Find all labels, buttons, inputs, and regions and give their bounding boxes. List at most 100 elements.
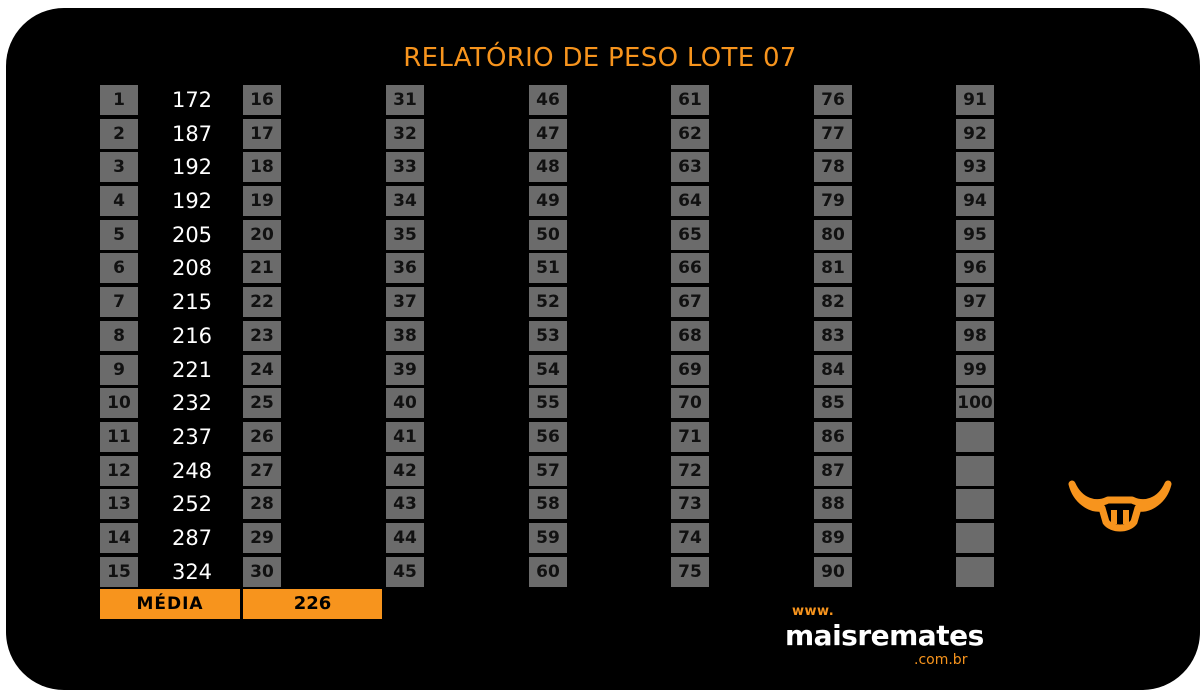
grid-row: 49 (529, 184, 649, 218)
grid-row: 59 (529, 521, 649, 555)
grid-row: 73 (671, 487, 791, 521)
grid-row: 22 (243, 285, 363, 319)
animal-number (956, 489, 994, 520)
grid-row: 47 (529, 117, 649, 151)
animal-number: 51 (529, 253, 567, 284)
animal-number: 37 (386, 287, 424, 318)
animal-number: 49 (529, 186, 567, 217)
animal-number: 100 (956, 388, 994, 419)
grid-row: 5 205 (100, 218, 220, 252)
animal-number: 17 (243, 118, 281, 149)
animal-number: 58 (529, 489, 567, 520)
animal-number: 42 (386, 455, 424, 486)
logo-name: maisremates (785, 619, 984, 652)
animal-number (956, 455, 994, 486)
grid-row: 29 (243, 521, 363, 555)
animal-number: 33 (386, 152, 424, 183)
animal-number: 96 (956, 253, 994, 284)
animal-number: 46 (529, 85, 567, 115)
grid-row: 46 (529, 83, 649, 117)
grid-row: 13 252 (100, 487, 220, 521)
animal-number: 64 (671, 186, 709, 217)
grid-row: 83 (814, 319, 934, 353)
grid-row: 43 (386, 487, 506, 521)
animal-weight: 208 (171, 256, 213, 281)
animal-weight: 216 (171, 323, 213, 348)
animal-number: 47 (529, 118, 567, 149)
grid-row: 18 (243, 150, 363, 184)
animal-number: 98 (956, 320, 994, 351)
grid-row: 76 (814, 83, 934, 117)
grid-row: 100 (956, 386, 1076, 420)
grid-row: 75 (671, 555, 791, 589)
animal-number: 27 (243, 455, 281, 486)
grid-row: 50 (529, 218, 649, 252)
animal-weight: 187 (171, 121, 213, 146)
grid-row: 20 (243, 218, 363, 252)
animal-number: 63 (671, 152, 709, 183)
animal-number: 56 (529, 421, 567, 452)
average-value: 226 (243, 589, 382, 619)
grid-row: 79 (814, 184, 934, 218)
grid-column: 31 32 33 34 35 36 37 38 39 40 41 42 43 44 45 (386, 83, 506, 588)
animal-weight: 248 (171, 458, 213, 483)
animal-number: 94 (956, 186, 994, 217)
grid-row: 36 (386, 251, 506, 285)
average-label: MÉDIA (100, 589, 240, 619)
animal-number: 87 (814, 455, 852, 486)
grid-row: 97 (956, 285, 1076, 319)
animal-weight: 324 (171, 559, 213, 584)
animal-number: 14 (100, 522, 138, 553)
animal-number: 13 (100, 489, 138, 520)
grid-row: 84 (814, 353, 934, 387)
grid-row: 6 208 (100, 251, 220, 285)
animal-number: 24 (243, 354, 281, 385)
animal-number: 23 (243, 320, 281, 351)
grid-row: 41 (386, 420, 506, 454)
animal-number: 90 (814, 556, 852, 587)
animal-number: 15 (100, 556, 138, 587)
animal-number: 68 (671, 320, 709, 351)
grid-row: 92 (956, 117, 1076, 151)
grid-row: 3 192 (100, 150, 220, 184)
animal-number: 19 (243, 186, 281, 217)
animal-number: 53 (529, 320, 567, 351)
animal-number: 62 (671, 118, 709, 149)
grid-row: 14 287 (100, 521, 220, 555)
grid-row: 52 (529, 285, 649, 319)
grid-column: 1 172 2 187 3 192 4 192 5 205 6 208 7 215 8 216 9 221 10 23… (100, 83, 220, 588)
grid-row (956, 420, 1076, 454)
grid-row: 31 (386, 83, 506, 117)
bull-head-icon (1068, 480, 1172, 532)
animal-number: 43 (386, 489, 424, 520)
animal-number: 59 (529, 522, 567, 553)
animal-number: 80 (814, 219, 852, 250)
grid-column: 46 47 48 49 50 51 52 53 54 55 56 57 58 59 60 (529, 83, 649, 588)
grid-row: 4 192 (100, 184, 220, 218)
animal-weight: 287 (171, 525, 213, 550)
animal-weight: 215 (171, 290, 213, 315)
grid-row: 81 (814, 251, 934, 285)
grid-row: 54 (529, 353, 649, 387)
animal-number: 29 (243, 522, 281, 553)
grid-row: 39 (386, 353, 506, 387)
animal-number: 35 (386, 219, 424, 250)
grid-row: 72 (671, 454, 791, 488)
animal-number: 40 (386, 388, 424, 419)
grid-row: 67 (671, 285, 791, 319)
animal-number: 73 (671, 489, 709, 520)
grid-row: 19 (243, 184, 363, 218)
grid-row: 70 (671, 386, 791, 420)
grid-row: 11 237 (100, 420, 220, 454)
grid-row (956, 521, 1076, 555)
animal-number: 11 (100, 421, 138, 452)
animal-number: 95 (956, 219, 994, 250)
animal-number: 10 (100, 388, 138, 419)
animal-number: 31 (386, 85, 424, 115)
animal-number: 69 (671, 354, 709, 385)
grid-row: 34 (386, 184, 506, 218)
animal-number: 74 (671, 522, 709, 553)
grid-row: 2 187 (100, 117, 220, 151)
grid-row: 90 (814, 555, 934, 589)
animal-number: 20 (243, 219, 281, 250)
